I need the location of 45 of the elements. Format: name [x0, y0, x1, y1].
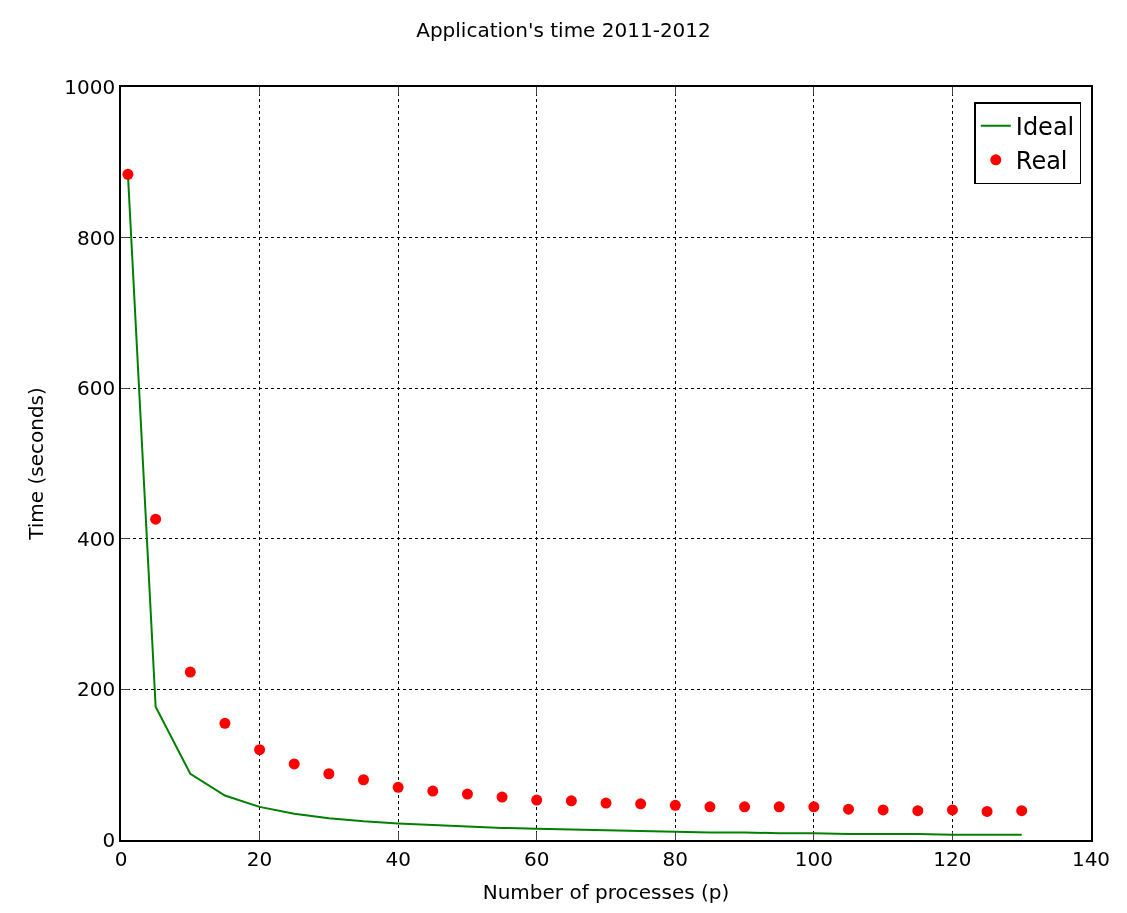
- point: [150, 513, 162, 525]
- y-axis-title: Time (seconds): [24, 387, 49, 541]
- y-tick-label: 1000: [64, 75, 116, 99]
- point: [808, 801, 820, 813]
- point: [877, 804, 889, 816]
- y-tick-label: 0: [102, 828, 116, 852]
- chart-title: Application's time 2011-2012: [416, 17, 711, 42]
- point: [704, 801, 716, 813]
- x-tick-label: 140: [1071, 846, 1111, 871]
- point: [946, 804, 958, 816]
- x-tick-label: 20: [246, 846, 273, 871]
- point: [773, 801, 785, 813]
- x-axis-title: Number of processes (p): [482, 879, 730, 904]
- point: [392, 781, 404, 793]
- y-tick-label: 800: [77, 225, 116, 250]
- x-tick-label: 100: [794, 846, 833, 871]
- point: [669, 799, 681, 811]
- point: [358, 774, 369, 786]
- x-tick-label: 80: [662, 846, 689, 871]
- y-tick-label: 200: [77, 677, 116, 702]
- y-tick-label: 400: [77, 526, 116, 551]
- point: [461, 788, 473, 800]
- point: [219, 717, 231, 729]
- x-tick-label: 120: [933, 846, 972, 871]
- point: [843, 803, 854, 815]
- point: [496, 791, 508, 803]
- point: [912, 805, 924, 817]
- point: [600, 797, 612, 809]
- point: [323, 768, 335, 780]
- point: [288, 758, 300, 770]
- legend-label: Ideal: [1015, 113, 1075, 142]
- point: [1016, 805, 1028, 817]
- point: [427, 785, 439, 797]
- point: [531, 794, 543, 806]
- legend-label: Real: [1015, 147, 1068, 176]
- point: [565, 795, 577, 807]
- x-tick-label: 40: [385, 846, 411, 871]
- y-tick-label: 600: [77, 376, 116, 401]
- point: [254, 744, 266, 756]
- point: [122, 168, 134, 180]
- point: [184, 666, 196, 678]
- point: [981, 805, 993, 817]
- point: [635, 798, 647, 810]
- point: [739, 801, 751, 813]
- x-tick-label: 60: [523, 846, 550, 871]
